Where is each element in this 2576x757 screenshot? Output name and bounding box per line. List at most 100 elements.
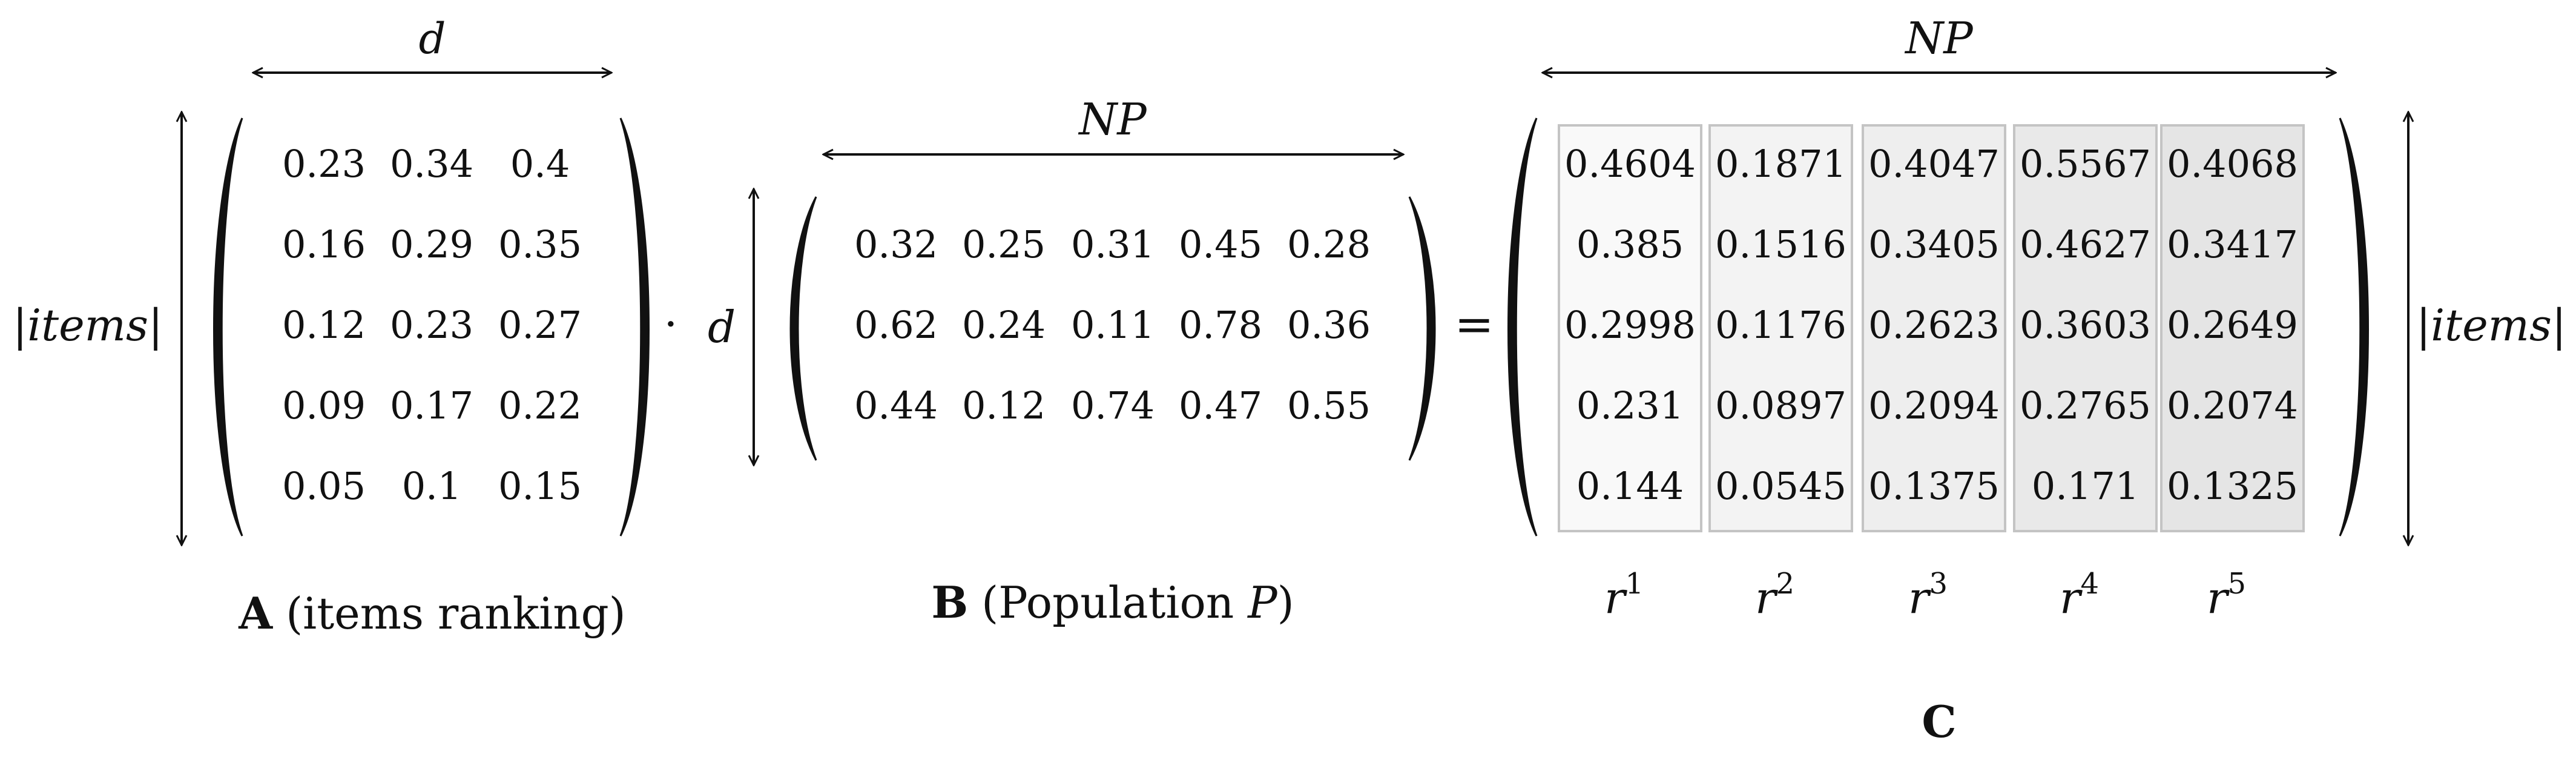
matrix-cell: 0.4047 [1868,142,2000,186]
matrix-c-column-box [2160,124,2305,532]
matrix-cell: 0.36 [1287,303,1371,347]
matrix-cell: 0.28 [1287,222,1371,266]
matrix-cell: 0.1375 [1868,464,2000,508]
matrix-cell: 0.25 [962,222,1046,266]
matrix-cell: 0.22 [498,383,582,428]
matrix-cell: 0.55 [1287,383,1371,428]
column-label-base: r [1908,572,1931,623]
matrix-a-height-label: |items| [13,300,163,351]
matrix-cell: 0.1871 [1715,142,1846,186]
matrix-b-right-paren [1408,196,1436,461]
column-label-superscript: 5 [2227,567,2246,601]
column-label-base: r [2207,572,2230,623]
matrix-cell: 0.34 [390,142,473,186]
matrix-b-caption-close: ) [1277,577,1294,628]
matrix-cell: 0.23 [282,142,366,186]
matrix-b-caption: B (Population P) [931,577,1294,628]
matrix-b-caption-letter: B [931,577,968,628]
column-label-superscript: 1 [1625,567,1644,601]
matrix-cell: 0.23 [390,303,473,347]
column-label-base: r [1755,572,1778,623]
column-label-superscript: 3 [1929,567,1948,601]
matrix-cell: 0.35 [498,222,582,266]
matrix-cell: 0.4 [510,142,570,186]
column-label-superscript: 4 [2080,567,2099,601]
matrix-a-width-label: d [419,14,446,64]
matrix-c-height-label: |items| [2416,300,2566,351]
matrix-cell: 0.3417 [2167,222,2298,266]
matrix-cell: 0.05 [282,464,366,508]
column-label-superscript: 2 [1776,567,1794,601]
matrix-cell: 0.12 [282,303,366,347]
matrix-c-column-label: r2 [1755,567,1794,623]
matrix-b: NP d 0.32 0.25 0.31 0.45 0.28 0.62 0.24 0.11 0.7… [708,94,1436,628]
matrix-cell: 0.2998 [1564,303,1696,347]
matrix-cell: 0.78 [1179,303,1262,347]
dot-operator: · [664,299,678,349]
matrix-a-right-paren [619,117,650,537]
matrix-c-column-box [1558,124,1702,532]
matrix-c-right-paren [2339,117,2369,537]
column-label-base: r [2060,572,2083,623]
matrix-cell: 0.1325 [2167,464,2298,508]
matrix-cell: 0.62 [854,303,938,347]
matrix-cell: 0.231 [1576,383,1684,428]
matrix-b-width-label: NP [1078,94,1147,145]
matrix-c-column-label: r4 [2060,567,2099,623]
matrix-a-left-paren [213,117,243,537]
matrix-cell: 0.1 [402,464,462,508]
matrix-cell: 0.16 [282,222,366,266]
matrix-c-column-box [1708,124,1853,532]
matrix-cell: 0.17 [390,383,473,428]
matrix-c-column-label: r3 [1908,567,1948,623]
matrix-a: d |items| 0.23 0.34 0.4 0.16 0.29 0.35 0.12 0.2… [13,14,650,639]
matrix-cell: 0.2649 [2167,303,2298,347]
matrix-a-caption: A (items ranking) [238,587,626,639]
matrix-b-caption-var: P [1247,577,1278,628]
matrix-c-column-box [1862,124,2006,532]
matrix-c-column-box [2013,124,2158,532]
matrix-cell: 0.24 [962,303,1046,347]
matrix-cell: 0.385 [1576,222,1684,266]
matrix-b-cells: 0.32 0.25 0.31 0.45 0.28 0.62 0.24 0.11 0.78 0.36… [854,222,1371,428]
matrix-c-column-label: r5 [2207,567,2246,623]
matrix-cell: 0.2765 [2020,383,2151,428]
matrix-b-left-paren [789,196,817,461]
matrix-b-height-label: d [708,302,736,352]
column-label-base: r [1604,572,1627,623]
matrix-cell: 0.4068 [2167,142,2298,186]
matrix-cell: 0.31 [1071,222,1155,266]
matrix-c-left-paren [1507,117,1538,537]
matrix-c-column-label: r1 [1604,567,1644,623]
matrix-c-caption: C [1922,696,1956,747]
matrix-cell: 0.3405 [1868,222,2000,266]
matrix-cell: 0.144 [1576,464,1684,508]
matrix-b-caption-text: (Population [981,577,1248,628]
matrix-cell: 0.32 [854,222,938,266]
matrix-cell: 0.4604 [1564,142,1696,186]
matrix-cell: 0.2074 [2167,383,2298,428]
matrix-c: NP |items| 0.4604 0.1871 0.4047 0.5567 0.406… [1507,13,2566,747]
matrix-cell: 0.0545 [1715,464,1846,508]
matrix-cell: 0.2623 [1868,303,2000,347]
matrix-a-cells: 0.23 0.34 0.4 0.16 0.29 0.35 0.12 0.23 0.27 0.09 0… [282,142,582,508]
matrix-cell: 0.3603 [2020,303,2151,347]
matrix-cell: 0.29 [390,222,473,266]
equals-operator: = [1454,297,1494,352]
matrix-cell: 0.74 [1071,383,1155,428]
matrix-cell: 0.12 [962,383,1046,428]
matrix-cell: 0.171 [2032,464,2140,508]
matrix-cell: 0.11 [1071,303,1155,347]
matrix-c-column-labels: r1 r2 r3 r4 r5 [1604,567,2246,623]
matrix-cell: 0.15 [498,464,582,508]
matrix-a-caption-letter: A [238,587,273,639]
matrix-cell: 0.4627 [2020,222,2151,266]
matrix-cell: 0.1516 [1715,222,1846,266]
matrix-cell: 0.1176 [1715,303,1846,347]
matrix-cell: 0.0897 [1715,383,1846,428]
matrix-cell: 0.44 [854,383,938,428]
matrix-a-caption-text: (items ranking) [286,588,626,639]
matrix-cell: 0.5567 [2020,142,2151,186]
matrix-cell: 0.45 [1179,222,1262,266]
